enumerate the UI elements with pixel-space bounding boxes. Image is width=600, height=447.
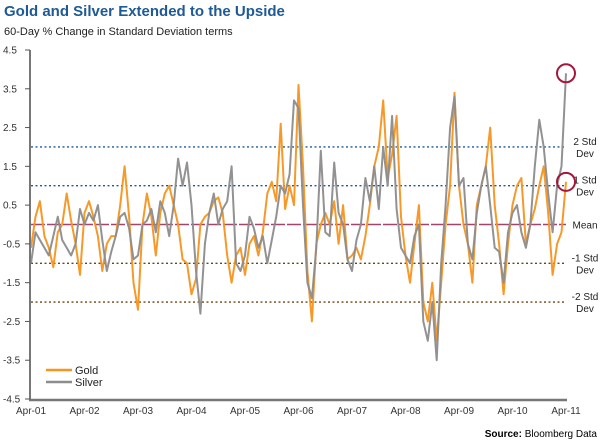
- reference-line-label: -2 Std: [572, 292, 599, 303]
- reference-line-label: Dev: [576, 304, 594, 315]
- x-tick-label: Apr-08: [390, 406, 420, 417]
- chart-title: Gold and Silver Extended to the Upside: [4, 3, 285, 20]
- highlight-circle-silver: [556, 63, 576, 84]
- source-note: Source: Bloomberg Data: [485, 429, 598, 440]
- y-tick-label: -0.5: [3, 239, 21, 250]
- series-line-gold: [30, 83, 567, 342]
- source-label: Source:: [485, 429, 522, 440]
- y-tick-label: -1.5: [3, 278, 21, 289]
- x-tick-label: Apr-02: [69, 406, 99, 417]
- x-tick-label: Apr-07: [337, 406, 367, 417]
- y-tick-label: 0.5: [3, 201, 17, 212]
- reference-line-label: 2 Std: [573, 137, 596, 148]
- x-tick-label: Apr-05: [230, 406, 260, 417]
- y-tick-label: -2.5: [3, 317, 21, 328]
- chart-subtitle: 60-Day % Change in Standard Deviation te…: [4, 26, 233, 38]
- reference-line-label: Dev: [576, 188, 594, 199]
- highlight-circles: [556, 63, 576, 192]
- reference-line-label: Mean: [572, 221, 597, 232]
- y-tick-label: -3.5: [3, 356, 21, 367]
- series-lines: [30, 73, 567, 362]
- reference-line-label: -1 Std: [572, 253, 599, 264]
- y-tick-label: 3.5: [3, 84, 17, 95]
- reference-line-label: Dev: [576, 265, 594, 276]
- x-tick-label: Apr-01: [16, 406, 46, 417]
- x-tick-label: Apr-06: [283, 406, 313, 417]
- y-tick-label: -4.5: [3, 395, 21, 406]
- reference-line-label: Dev: [576, 149, 594, 160]
- axes: 4.53.52.51.50.5-0.5-1.5-2.5-3.5-4.5Apr-0…: [3, 46, 581, 418]
- y-tick-label: 2.5: [3, 123, 17, 134]
- x-tick-label: Apr-11: [551, 406, 581, 417]
- x-tick-label: Apr-04: [176, 406, 206, 417]
- highlight-circle-gold: [556, 171, 576, 192]
- reference-line-label: 1 Std: [573, 176, 596, 187]
- legend-label-gold: Gold: [75, 365, 98, 377]
- x-tick-label: Apr-03: [123, 406, 153, 417]
- series-line-silver: [30, 73, 567, 362]
- y-tick-label: 1.5: [3, 162, 17, 173]
- x-tick-label: Apr-09: [444, 406, 474, 417]
- x-tick-label: Apr-10: [497, 406, 527, 417]
- legend-label-silver: Silver: [75, 377, 103, 389]
- y-tick-label: 4.5: [3, 46, 17, 57]
- source-text: Bloomberg Data: [525, 429, 598, 440]
